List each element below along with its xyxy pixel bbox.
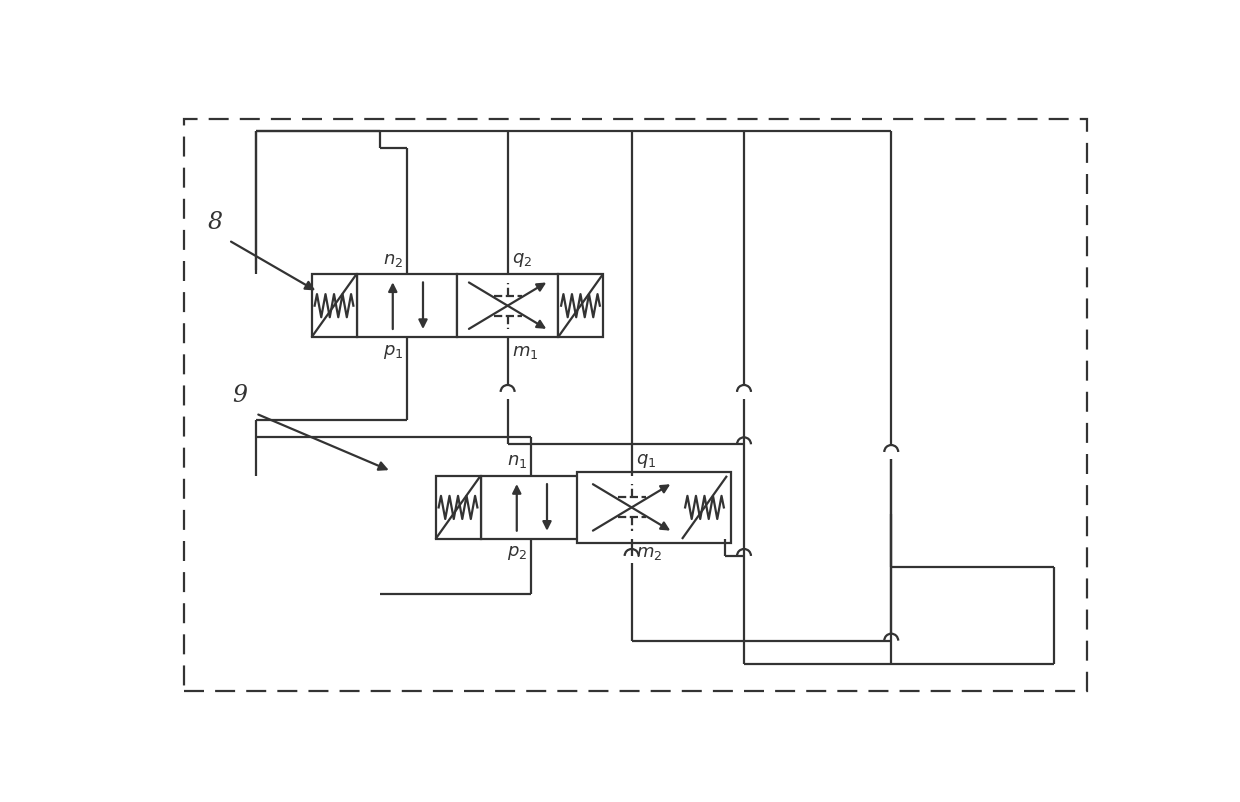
Bar [481, 476, 582, 539]
Bar [582, 476, 682, 539]
Text: $m_2$: $m_2$ [635, 545, 662, 562]
Text: $m_1$: $m_1$ [511, 342, 538, 361]
Text: $n_1$: $n_1$ [507, 452, 527, 471]
Text: 9: 9 [233, 384, 248, 407]
Bar [311, 274, 357, 338]
Text: $q_1$: $q_1$ [635, 452, 656, 471]
Bar [578, 472, 730, 543]
Bar [357, 274, 458, 338]
Text: 8: 8 [207, 211, 223, 233]
Text: $q_2$: $q_2$ [511, 251, 532, 269]
Bar [682, 476, 727, 539]
Text: $p_1$: $p_1$ [383, 342, 403, 361]
Text: $n_2$: $n_2$ [383, 251, 403, 269]
Bar [558, 274, 603, 338]
Bar [458, 274, 558, 338]
Bar [435, 476, 481, 539]
Text: $p_2$: $p_2$ [507, 545, 527, 562]
